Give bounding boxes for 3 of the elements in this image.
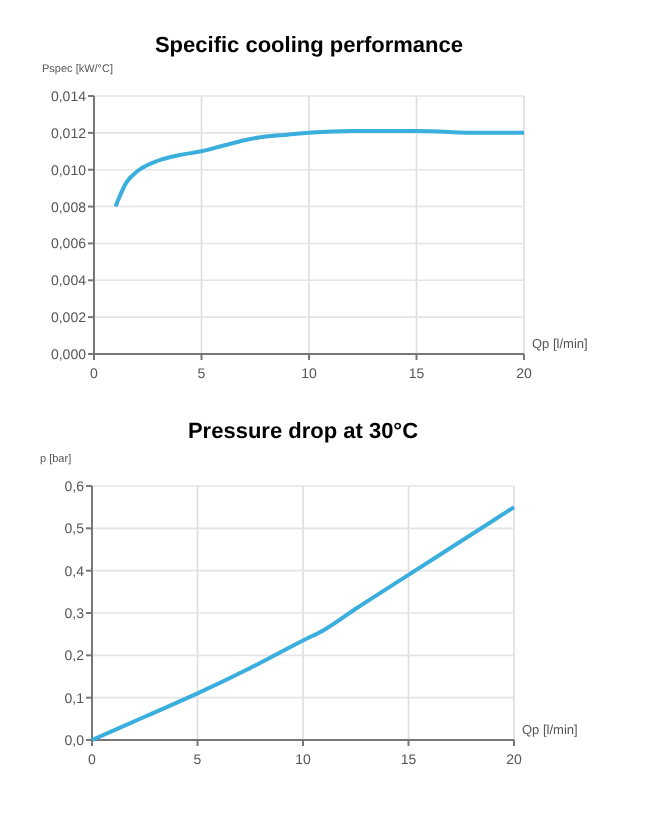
line-series <box>113 129 526 209</box>
chart-title: Specific cooling performance <box>154 34 464 58</box>
chart-title: Pressure drop at 30°C <box>187 420 419 444</box>
